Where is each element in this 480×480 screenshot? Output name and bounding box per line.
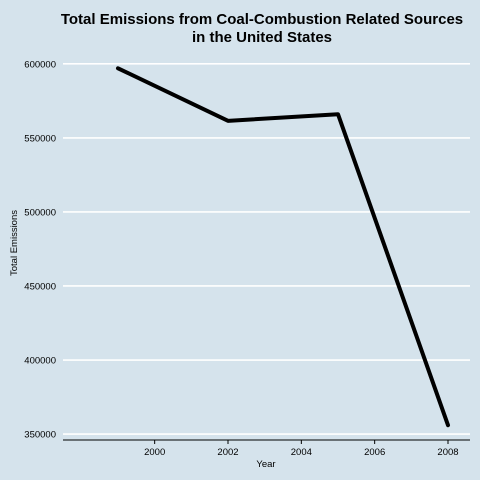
- x-tick-label-2006: 2006: [364, 447, 385, 458]
- chart-title-line-2: in the United States: [192, 29, 332, 46]
- y-tick-label-550000: 550000: [24, 133, 56, 144]
- x-axis-label: Year: [256, 459, 275, 470]
- chart-title-line-1: Total Emissions from Coal-Combustion Rel…: [61, 11, 463, 28]
- tick-labels: 350000 400000 450000 500000 550000 600000 2000…: [24, 59, 458, 458]
- series-line-0: [116, 66, 450, 428]
- data-point-2005: [336, 112, 340, 116]
- x-tick-label-2000: 2000: [144, 447, 165, 458]
- y-tick-label-500000: 500000: [24, 207, 56, 218]
- data-point-2002: [226, 119, 230, 123]
- y-tick-label-350000: 350000: [24, 430, 56, 441]
- grid-lines: [63, 63, 470, 435]
- series-layer: [116, 66, 450, 428]
- x-tick-label-2004: 2004: [291, 447, 312, 458]
- y-tick-label-450000: 450000: [24, 281, 56, 292]
- x-tick-label-2002: 2002: [217, 447, 238, 458]
- x-tick-label-2008: 2008: [437, 447, 458, 458]
- data-point-1999: [116, 66, 120, 70]
- data-point-2008: [446, 423, 450, 427]
- y-tick-label-400000: 400000: [24, 356, 56, 367]
- y-tick-label-600000: 600000: [24, 59, 56, 70]
- y-axis-label: Total Emissions: [9, 210, 20, 276]
